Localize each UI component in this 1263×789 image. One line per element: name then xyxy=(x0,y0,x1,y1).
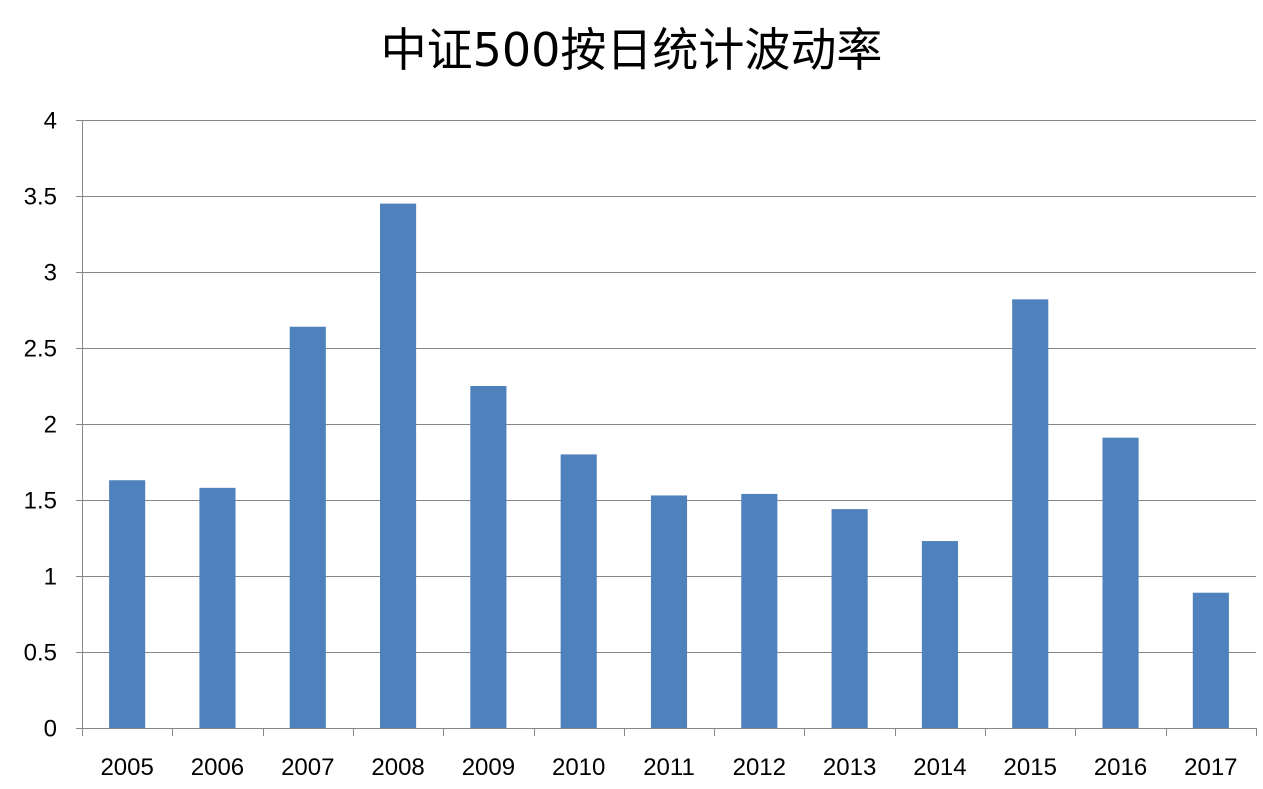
bar-2012 xyxy=(741,493,778,728)
x-tick-label: 2015 xyxy=(1004,754,1057,781)
bar-2015 xyxy=(1012,299,1049,728)
bar-2014 xyxy=(921,541,958,728)
x-tick-label: 2011 xyxy=(643,754,695,781)
bar-2006 xyxy=(199,487,236,728)
x-tick-label: 2017 xyxy=(1184,754,1237,781)
x-tick-label: 2016 xyxy=(1094,754,1147,781)
x-tick-label: 2006 xyxy=(191,754,244,781)
bar-2009 xyxy=(470,386,507,728)
x-tick-label: 2009 xyxy=(462,754,515,781)
y-tick-label: 2 xyxy=(44,412,57,439)
y-tick-label: 3.5 xyxy=(24,184,57,211)
y-tick-label: 0.5 xyxy=(24,640,57,667)
bar-2007 xyxy=(289,326,326,728)
x-tick-label: 2005 xyxy=(100,754,153,781)
bar-2017 xyxy=(1192,592,1229,728)
bar-2008 xyxy=(380,203,417,729)
bar-2005 xyxy=(109,480,146,728)
bar-2010 xyxy=(560,454,597,728)
chart-title: 中证500按日统计波动率 xyxy=(380,23,883,77)
x-tick-label: 2010 xyxy=(552,754,605,781)
y-tick-label: 0 xyxy=(44,716,57,743)
x-tick-label: 2013 xyxy=(823,754,876,781)
x-tick-label: 2012 xyxy=(733,754,786,781)
x-tick-label: 2014 xyxy=(913,754,966,781)
bar-2013 xyxy=(831,509,868,728)
x-tick-label: 2008 xyxy=(371,754,424,781)
y-tick-label: 1.5 xyxy=(24,488,57,515)
y-tick-label: 4 xyxy=(44,108,57,135)
y-tick-label: 2.5 xyxy=(24,336,57,363)
x-tick-label: 2007 xyxy=(281,754,334,781)
y-tick-label: 3 xyxy=(44,260,57,287)
bar-2016 xyxy=(1102,437,1139,728)
y-tick-label: 1 xyxy=(44,564,57,591)
bar-2011 xyxy=(650,495,688,728)
